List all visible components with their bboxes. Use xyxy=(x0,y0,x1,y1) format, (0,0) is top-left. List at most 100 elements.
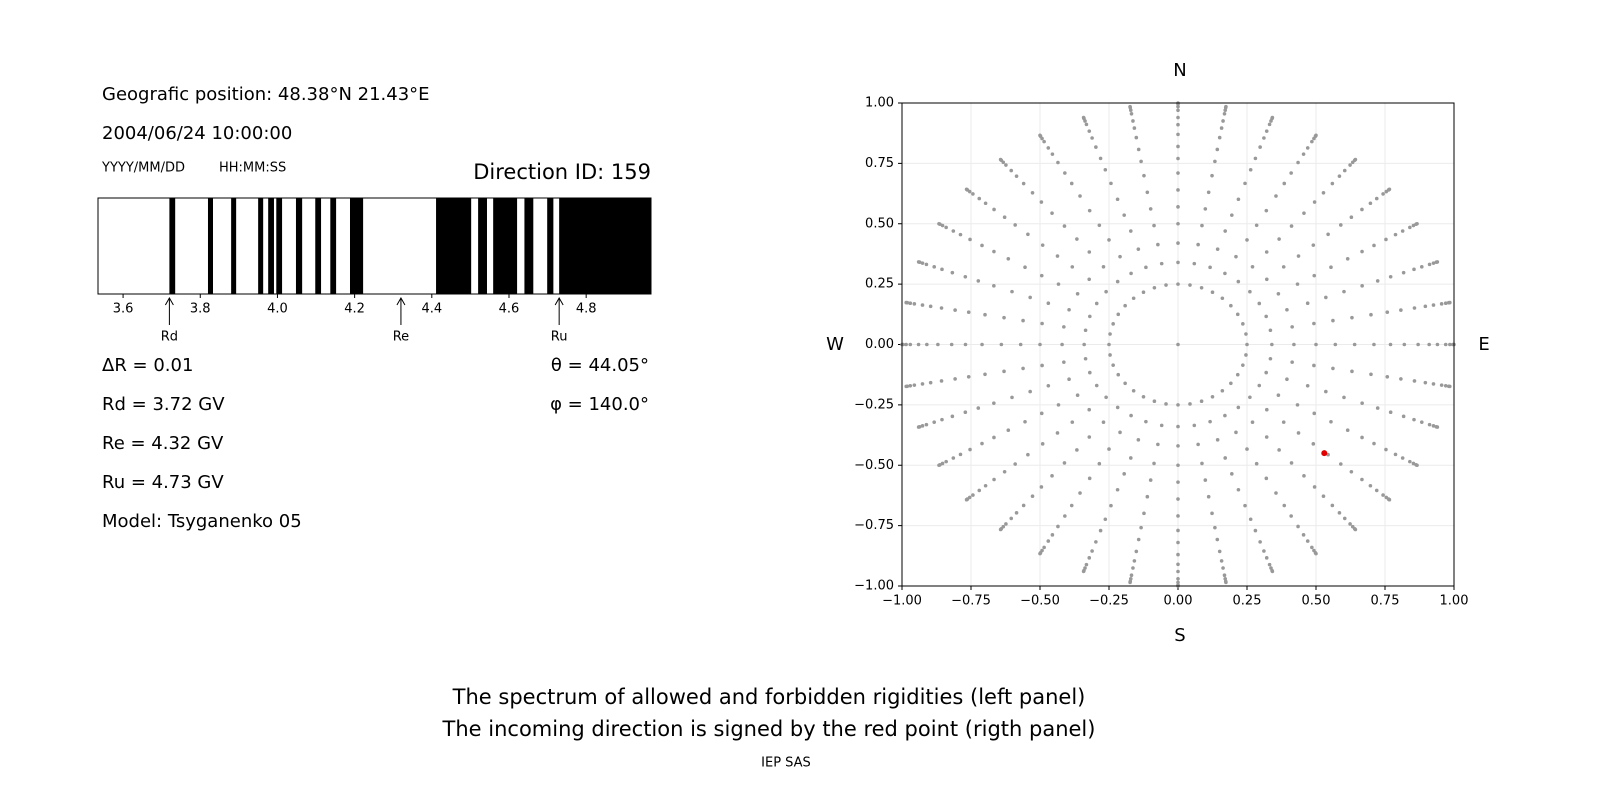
direction-point xyxy=(1115,487,1120,492)
direction-point xyxy=(971,192,975,196)
direction-point xyxy=(1427,422,1432,427)
direction-point xyxy=(1388,410,1393,415)
direction-point xyxy=(966,374,971,379)
direction-point xyxy=(1353,157,1358,162)
direction-point xyxy=(1129,413,1133,418)
direction-point xyxy=(1142,173,1146,178)
direction-point xyxy=(968,237,972,242)
direction-point xyxy=(1040,243,1045,247)
direction-point xyxy=(1188,283,1192,287)
direction-point xyxy=(1222,112,1227,116)
direction-point xyxy=(1270,342,1274,347)
direction-point xyxy=(1276,291,1281,296)
direction-point xyxy=(1372,441,1376,446)
direction-point xyxy=(1087,556,1092,560)
direction-point xyxy=(937,463,941,468)
direction-point xyxy=(1342,289,1346,294)
direction-point xyxy=(1176,205,1180,209)
direction-point xyxy=(1056,282,1061,286)
direction-point xyxy=(1116,372,1121,377)
direction-point xyxy=(1107,447,1111,451)
direction-point xyxy=(932,265,937,269)
direction-point xyxy=(1002,469,1007,474)
direction-point xyxy=(1349,215,1354,220)
direction-point xyxy=(1087,129,1092,133)
forbidden-band xyxy=(276,198,283,294)
direction-point xyxy=(1050,474,1054,478)
direction-point xyxy=(964,187,969,192)
direction-point xyxy=(1006,256,1011,261)
direction-point xyxy=(1131,566,1135,570)
direction-point xyxy=(1196,442,1200,447)
direction-point xyxy=(1038,133,1042,138)
direction-point xyxy=(1039,411,1044,416)
direction-point xyxy=(920,303,925,307)
direction-point xyxy=(1369,312,1373,317)
direction-point xyxy=(1223,456,1227,460)
direction-point xyxy=(1192,423,1197,428)
direction-point xyxy=(1221,119,1225,123)
direction-point xyxy=(939,306,944,310)
direction-point xyxy=(1134,135,1139,140)
direction-point xyxy=(1176,221,1180,226)
direction-point xyxy=(1310,545,1314,550)
x-tick-label: −0.75 xyxy=(951,594,991,609)
direction-point xyxy=(1021,366,1025,371)
direction-point xyxy=(940,417,944,422)
direction-point xyxy=(1087,208,1092,213)
direction-point xyxy=(1427,342,1431,347)
direction-point xyxy=(1090,549,1094,553)
direction-point xyxy=(1046,383,1051,388)
direction-point xyxy=(1345,428,1350,433)
direction-point xyxy=(1374,488,1379,493)
direction-point xyxy=(1289,514,1293,518)
direction-point xyxy=(976,279,981,283)
direction-point xyxy=(1176,188,1180,192)
direction-point xyxy=(992,249,996,254)
direction-point xyxy=(1264,476,1269,481)
direction-point xyxy=(1046,539,1051,543)
direction-point xyxy=(1302,474,1306,478)
direction-point xyxy=(1219,559,1224,563)
y-tick-label: 0.75 xyxy=(865,156,894,171)
direction-point xyxy=(1408,459,1412,464)
plot-frame xyxy=(901,102,1455,587)
direction-point xyxy=(1312,411,1317,416)
direction-point xyxy=(1028,295,1032,300)
direction-point xyxy=(1245,238,1249,242)
direction-point xyxy=(1203,478,1208,482)
direction-point xyxy=(1087,435,1092,439)
direction-point xyxy=(1145,494,1150,499)
direction-point xyxy=(1101,265,1106,269)
direction-point xyxy=(908,301,913,305)
x-tick-label: −1.00 xyxy=(882,594,922,609)
forbidden-band xyxy=(207,198,213,294)
direction-point xyxy=(1030,191,1035,195)
direction-point xyxy=(1277,448,1281,452)
direction-point xyxy=(1352,342,1357,347)
direction-point xyxy=(1270,569,1275,574)
direction-point xyxy=(1236,279,1241,284)
direction-point xyxy=(1108,353,1112,357)
compass-north: N xyxy=(1173,60,1186,81)
direction-point xyxy=(1236,487,1241,492)
direction-point xyxy=(1088,314,1092,319)
direction-point xyxy=(977,196,982,201)
direction-point xyxy=(1431,303,1436,307)
direction-point xyxy=(1253,156,1258,161)
direction-point xyxy=(1040,321,1044,326)
direction-point xyxy=(983,312,987,317)
direction-point xyxy=(1253,528,1258,533)
direction-point xyxy=(1312,273,1317,278)
direction-point xyxy=(1210,290,1215,295)
direction-point xyxy=(1234,254,1238,259)
direction-point xyxy=(1215,147,1220,152)
forbidden-band xyxy=(231,198,237,294)
direction-point xyxy=(1248,289,1252,294)
re: Re = 4.32 GV xyxy=(102,433,224,454)
direction-point xyxy=(1081,115,1086,120)
direction-point xyxy=(1431,382,1436,386)
direction-point xyxy=(1200,223,1204,228)
direction-point xyxy=(1311,442,1316,446)
